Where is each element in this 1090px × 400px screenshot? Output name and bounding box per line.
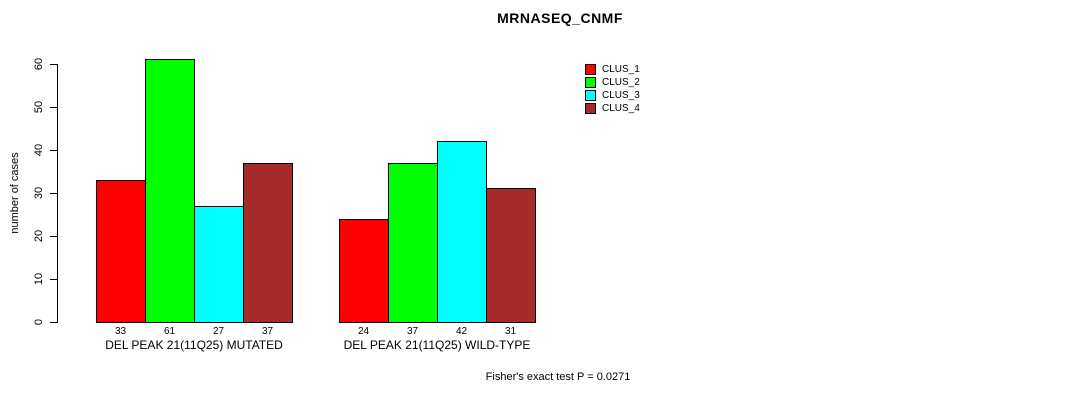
y-axis-tick-label: 0 (33, 318, 45, 326)
legend-swatch-clus_2 (585, 77, 596, 88)
bar-clus_2-group1 (145, 59, 195, 323)
legend-item-clus_4: CLUS_4 (585, 102, 640, 115)
chart-title: MRNASEQ_CNMF (497, 10, 623, 26)
bar-clus_1-group2 (339, 218, 389, 323)
bar-clus_2-group2 (388, 162, 438, 323)
y-axis-tick (50, 322, 57, 323)
bar-value-label: 61 (163, 326, 176, 337)
y-axis-tick (50, 235, 57, 237)
bar-value-label: 33 (114, 326, 127, 337)
bar-value-label: 37 (261, 326, 274, 337)
y-axis-tick (50, 149, 57, 151)
y-axis-tick (50, 278, 57, 280)
y-axis-tick-label: 20 (33, 229, 45, 242)
y-axis-tick-label: 10 (33, 272, 45, 286)
y-axis-tick-label: 40 (33, 143, 45, 156)
legend-swatch-clus_1 (585, 64, 596, 75)
bar-value-label: 24 (357, 326, 370, 337)
legend-label: CLUS_1 (602, 64, 640, 75)
y-axis-tick-label: 50 (33, 100, 45, 113)
bar-clus_1-group1 (96, 179, 146, 323)
legend-swatch-clus_3 (585, 90, 596, 101)
bar-value-label: 37 (406, 326, 419, 337)
legend-label: CLUS_3 (602, 90, 640, 101)
fisher-test-annotation: Fisher's exact test P = 0.0271 (485, 371, 631, 383)
y-axis-tick (50, 192, 57, 194)
legend-item-clus_1: CLUS_1 (585, 63, 640, 76)
x-axis-group-label: DEL PEAK 21(11Q25) MUTATED (105, 338, 283, 352)
bar-clus_3-group1 (194, 205, 244, 323)
y-axis-tick (50, 106, 57, 108)
y-axis-tick (50, 63, 57, 65)
y-axis-line (57, 63, 58, 323)
bar-value-label: 31 (504, 326, 517, 337)
y-axis-tick-label: 30 (33, 186, 45, 199)
bar-clus_4-group1 (243, 162, 293, 323)
bar-value-label: 27 (212, 326, 225, 337)
legend-label: CLUS_2 (602, 77, 640, 88)
bar-clus_4-group2 (486, 188, 536, 323)
legend-swatch-clus_4 (585, 103, 596, 114)
legend-item-clus_3: CLUS_3 (585, 89, 640, 102)
y-axis-tick-label: 60 (33, 57, 45, 70)
bar-value-label: 42 (455, 326, 468, 337)
legend-item-clus_2: CLUS_2 (585, 76, 640, 89)
legend-label: CLUS_4 (602, 103, 640, 114)
x-axis-group-label: DEL PEAK 21(11Q25) WILD-TYPE (343, 338, 531, 352)
legend: CLUS_1 CLUS_2 CLUS_3 CLUS_4 (585, 63, 640, 115)
bar-clus_3-group2 (437, 141, 487, 323)
